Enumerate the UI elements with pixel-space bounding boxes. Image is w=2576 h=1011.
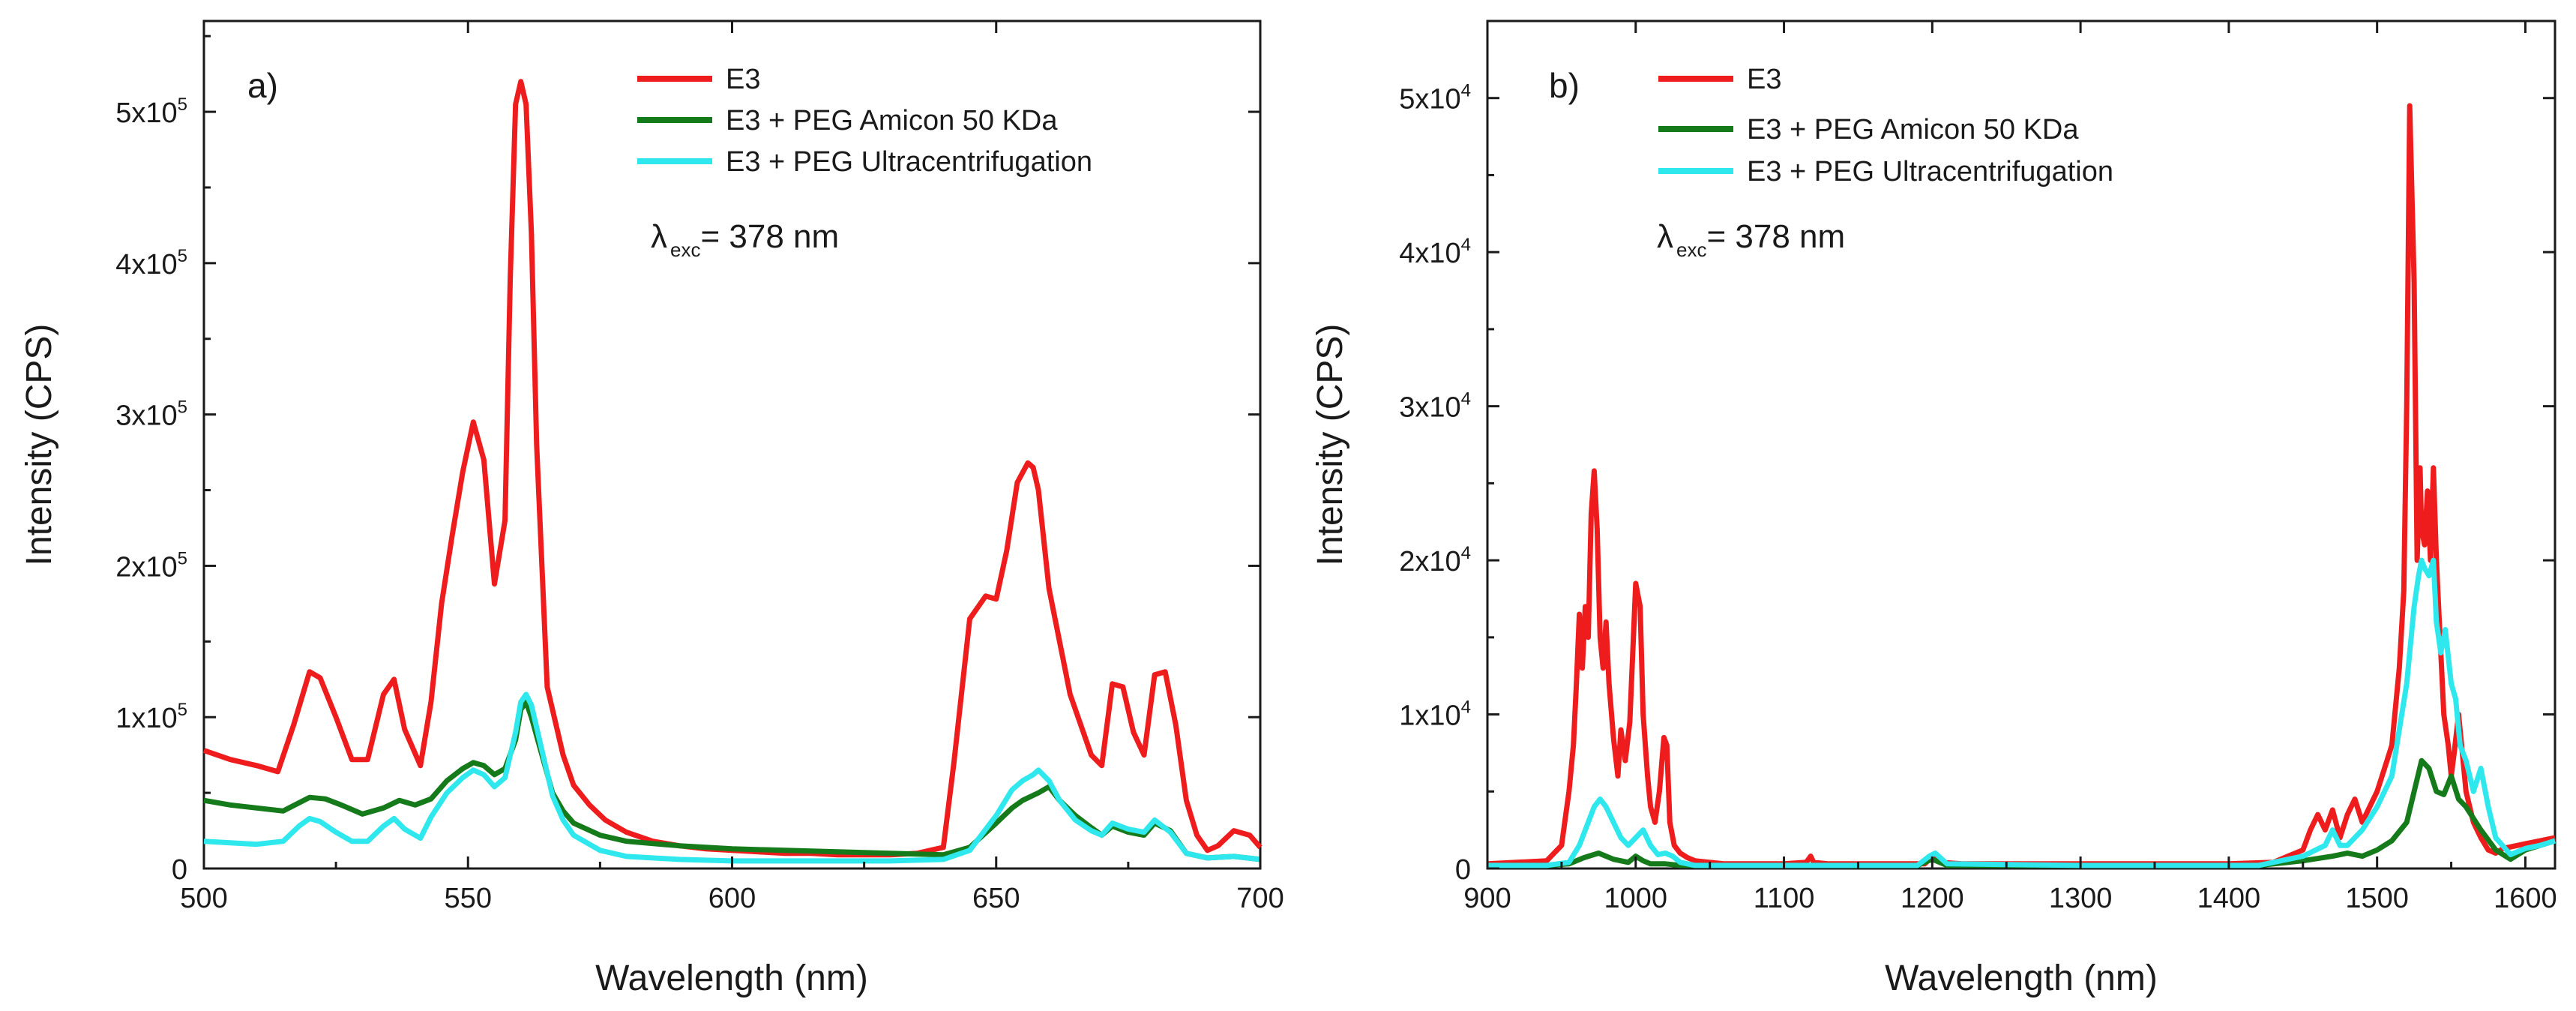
x-tick-label: 1500 xyxy=(2345,883,2409,914)
y-tick-label: 5x104 xyxy=(1399,81,1471,116)
y-axis-title: Intensity (CPS) xyxy=(1310,324,1350,566)
legend-label-ultracentrifugation: E3 + PEG Ultracentrifugation xyxy=(726,146,1092,178)
x-axis-title: Wavelength (nm) xyxy=(1885,958,2158,998)
legend-label-e3: E3 xyxy=(726,64,760,95)
legend: E3 E3 + PEG Amicon 50 KDa E3 + PEG Ultra… xyxy=(637,64,1092,178)
y-tick-label: 4x105 xyxy=(115,246,187,280)
x-tick-label: 550 xyxy=(445,883,492,914)
x-tick-label: 500 xyxy=(180,883,227,914)
series-layer xyxy=(202,79,1263,864)
y-tick-label: 1x104 xyxy=(1399,698,1471,732)
exc-subscript: exc xyxy=(1676,238,1706,261)
panel-b: 900 1000 1100 1200 1300 1400 1500 1600 0 1x104 2x… xyxy=(1310,20,2557,998)
plot-frame xyxy=(1486,20,2557,870)
x-tick-label: 1300 xyxy=(2049,883,2113,914)
x-tick-label: 1100 xyxy=(1754,883,1815,914)
lambda-symbol: λ xyxy=(1657,218,1673,255)
series-line-e3-peg-ultracentrifugation xyxy=(1487,557,2557,868)
y-axis: 0 1x105 2x105 3x105 4x105 5x105 xyxy=(115,34,1260,886)
excitation-annotation: λ exc= 378 nm xyxy=(1657,218,1845,261)
legend-label-e3: E3 xyxy=(1747,64,1781,95)
x-tick-label: 1200 xyxy=(1901,883,1964,914)
exc-subscript: exc xyxy=(670,238,700,261)
x-axis: 900 1000 1100 1200 1300 1400 1500 1600 xyxy=(1463,21,2557,914)
series-line-e3-peg-ultracentrifugation xyxy=(203,692,1261,864)
legend: E3 E3 + PEG Amicon 50 KDa E3 + PEG Ultra… xyxy=(1658,64,2113,188)
excitation-annotation: λ exc= 378 nm xyxy=(651,218,839,261)
series-layer xyxy=(1487,103,2557,868)
x-axis-title: Wavelength (nm) xyxy=(595,958,868,998)
series-line-e3 xyxy=(202,79,1263,858)
x-tick-label: 1400 xyxy=(2197,883,2261,914)
x-tick-label: 1000 xyxy=(1604,883,1668,914)
y-tick-label: 3x105 xyxy=(115,398,187,432)
x-tick-label: 650 xyxy=(972,883,1020,914)
x-tick-label: 600 xyxy=(708,883,756,914)
legend-label-amicon: E3 + PEG Amicon 50 KDa xyxy=(1747,114,2079,146)
panel-label: a) xyxy=(247,66,278,105)
panel-label: b) xyxy=(1549,66,1580,105)
y-tick-label: 4x104 xyxy=(1399,235,1471,269)
y-axis-title: Intensity (CPS) xyxy=(19,324,59,566)
legend-label-amicon: E3 + PEG Amicon 50 KDa xyxy=(726,105,1058,136)
x-tick-label: 1600 xyxy=(2494,883,2557,914)
panel-a: 500 550 600 650 700 0 1x105 2x105 3x105 4x105 5x1… xyxy=(19,20,1284,998)
y-tick-label: 3x104 xyxy=(1399,389,1471,424)
x-tick-label: 900 xyxy=(1463,883,1511,914)
y-tick-label: 2x104 xyxy=(1399,543,1471,578)
excitation-value: = 378 nm xyxy=(1706,218,1845,255)
y-axis: 0 1x104 2x104 3x104 4x104 5x104 xyxy=(1399,81,2555,886)
legend-label-ultracentrifugation: E3 + PEG Ultracentrifugation xyxy=(1747,156,2113,188)
y-tick-label: 0 xyxy=(172,854,187,886)
x-axis: 500 550 600 650 700 xyxy=(180,21,1284,914)
lambda-symbol: λ xyxy=(651,218,667,255)
y-tick-label: 5x105 xyxy=(115,94,187,129)
y-tick-label: 1x105 xyxy=(115,700,187,734)
x-tick-label: 700 xyxy=(1236,883,1284,914)
excitation-value: = 378 nm xyxy=(700,218,839,255)
y-tick-label: 0 xyxy=(1455,854,1471,886)
series-line-e3-peg-amicon-50-kda xyxy=(1487,758,2557,868)
y-tick-label: 2x105 xyxy=(115,548,187,583)
